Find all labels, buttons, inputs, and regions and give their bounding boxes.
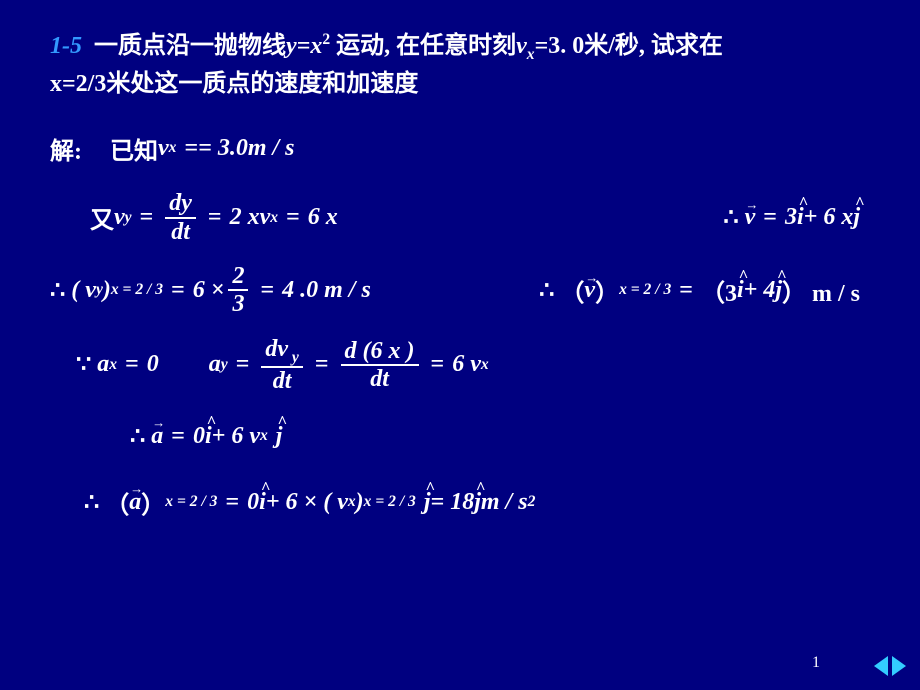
vy-frac: dy dt bbox=[165, 190, 196, 245]
ay-rhs-sub: x bbox=[481, 356, 489, 374]
v23-lpb: ） bbox=[595, 273, 619, 308]
ay-f2-d: dt bbox=[366, 366, 393, 392]
v23-j: j bbox=[775, 277, 782, 304]
vy23-a: ( v bbox=[71, 277, 96, 304]
vy23-b: ) bbox=[103, 277, 111, 304]
vy23-frac-den: 3 bbox=[228, 291, 248, 317]
vy23-cond: x = 2 / 3 bbox=[111, 281, 163, 299]
a23-c: ) bbox=[356, 489, 364, 516]
a23-lpb: ） bbox=[141, 485, 165, 520]
ay-f2-n: d (6 x ) bbox=[341, 338, 419, 366]
line-vy-row: 又 v y = dy dt = 2 xv x = 6 x ∴ v = 3 i +… bbox=[50, 190, 870, 245]
known-label: 已知 bbox=[110, 131, 158, 166]
vvec-i: i bbox=[797, 204, 804, 231]
a23-cond2: x = 2 / 3 bbox=[364, 493, 416, 511]
avec-a: 0 bbox=[193, 423, 205, 450]
known-rhs: = 3.0m / s bbox=[198, 135, 294, 162]
a23-d: = 18 bbox=[431, 489, 475, 516]
problem-text-b: 运动, 在任意时刻 bbox=[336, 33, 516, 59]
v23-i: i bbox=[737, 277, 744, 304]
a23-sub: x bbox=[348, 493, 356, 511]
line-avec-row: ∴ a = 0 i + 6 v x j bbox=[130, 412, 870, 460]
vy-frac-num: dy bbox=[165, 190, 196, 218]
vy23-frac: 2 3 bbox=[228, 263, 248, 318]
page-number: 1 bbox=[812, 654, 820, 672]
nav-buttons bbox=[874, 656, 906, 676]
ay-sym: a bbox=[209, 351, 221, 378]
problem-text-c: =3. 0米/秒, 试求在 bbox=[535, 33, 723, 59]
a23-a: 0 bbox=[247, 489, 259, 516]
vy23-frac-num: 2 bbox=[228, 263, 248, 291]
avec-b: + 6 v bbox=[212, 423, 260, 450]
problem-statement: 1-5 一质点沿一抛物线y=x2 运动, 在任意时刻vx=3. 0米/秒, 试求… bbox=[50, 28, 870, 102]
a23-j2: j bbox=[474, 489, 481, 516]
v23-v: v bbox=[584, 277, 595, 304]
solution-label: 解: bbox=[50, 131, 82, 166]
line-ax-row: ∵ a x = 0 a y = dv y dt = d (6 x ) dt = … bbox=[76, 336, 870, 394]
next-slide-button[interactable] bbox=[892, 656, 906, 676]
vy-mid-sub: x bbox=[270, 209, 278, 227]
problem-sq: 2 bbox=[322, 31, 330, 48]
solution-line-known: 解: 已知 vx = = 3.0m / s bbox=[50, 124, 870, 172]
ay-sub: y bbox=[221, 356, 228, 374]
a23-cond: x = 2 / 3 bbox=[165, 493, 217, 511]
v23-cond: x = 2 / 3 bbox=[619, 281, 671, 299]
problem-text-a: 一质点沿一抛物线 bbox=[94, 33, 286, 59]
vy23-rhs: 4 .0 m / s bbox=[282, 277, 371, 304]
vy-pre: 又 bbox=[90, 200, 114, 235]
problem-eq1: y=x bbox=[286, 33, 322, 59]
known-vx-sub: x bbox=[169, 139, 177, 157]
line-vy23-row: ∴ ( v y ) x = 2 / 3 = 6 × 2 3 = 4 .0 m /… bbox=[50, 263, 870, 318]
ax-sym: a bbox=[97, 351, 109, 378]
ay-f1-d: dt bbox=[269, 368, 296, 394]
a23-j: j bbox=[424, 489, 431, 516]
problem-text-d: x=2/3米处这一质点的速度和加速度 bbox=[50, 71, 418, 97]
ay-rhs: 6 v bbox=[452, 351, 481, 378]
a23-e: m / s bbox=[481, 489, 528, 516]
vy-frac-den: dt bbox=[167, 219, 194, 245]
ay-f1-na: dv bbox=[265, 336, 288, 362]
a23-sq: 2 bbox=[528, 493, 536, 511]
vy-sub: y bbox=[125, 209, 132, 227]
ay-f2: d (6 x ) dt bbox=[341, 338, 419, 393]
prev-slide-button[interactable] bbox=[874, 656, 888, 676]
vvec-j: j bbox=[853, 204, 860, 231]
known-vx: v bbox=[158, 135, 169, 162]
line-a23-row: ∴ （ a ） x = 2 / 3 = 0 i + 6 × ( v x ) x … bbox=[84, 478, 870, 526]
vy-mid: 2 xv bbox=[230, 204, 271, 231]
ax-rhs: 0 bbox=[147, 351, 159, 378]
a23-v: a bbox=[129, 489, 141, 516]
vy23-mid: 6 × bbox=[193, 277, 225, 304]
problem-vx: v bbox=[516, 33, 527, 59]
vy-sym: v bbox=[114, 204, 125, 231]
vvec-a: 3 bbox=[785, 204, 797, 231]
vvec-b: + 6 x bbox=[804, 204, 854, 231]
problem-number: 1-5 bbox=[50, 33, 82, 59]
avec-i: i bbox=[205, 423, 212, 450]
avec-sym: a bbox=[151, 423, 163, 450]
ay-f1-ns: y bbox=[288, 349, 299, 366]
problem-vxsub: x bbox=[527, 46, 535, 63]
v23-c: ） m / s bbox=[782, 273, 860, 308]
a23-b: + 6 × ( v bbox=[266, 489, 348, 516]
avec-sub: x bbox=[260, 427, 268, 445]
ax-sub: x bbox=[109, 356, 117, 374]
ay-f1: dv y dt bbox=[261, 336, 302, 394]
a23-i: i bbox=[259, 489, 266, 516]
v23-a: （3 bbox=[701, 273, 737, 308]
a23-lpa: （ bbox=[105, 485, 129, 520]
vy23-sub: y bbox=[96, 281, 103, 299]
v23-lpa: （ bbox=[560, 273, 584, 308]
avec-j: j bbox=[276, 423, 283, 450]
vvec-sym: v bbox=[745, 204, 756, 231]
vy-rhs: 6 x bbox=[308, 204, 338, 231]
